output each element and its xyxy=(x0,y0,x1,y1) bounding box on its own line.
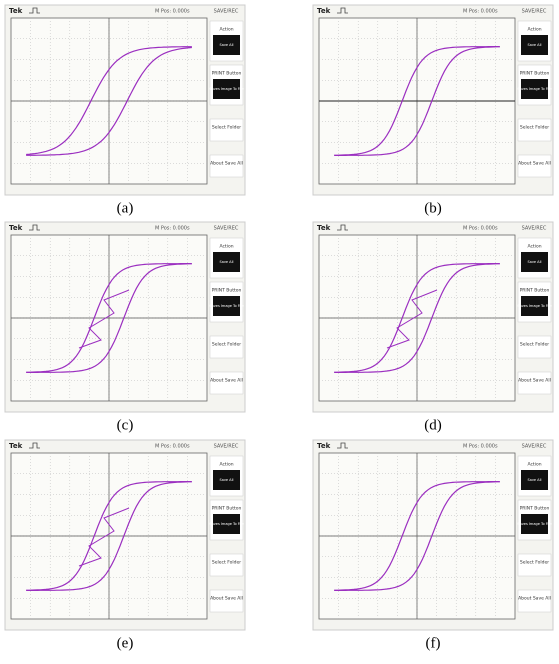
menu-item: Select Folder xyxy=(520,125,549,131)
menu-item: Save All xyxy=(527,43,541,47)
menu-item: Action xyxy=(527,27,541,33)
menu-item: About Save All xyxy=(210,378,243,384)
menu-item: Save All xyxy=(219,478,233,482)
brand: Tek xyxy=(9,224,23,232)
menu-item: Save All xyxy=(219,260,233,264)
menu-item: Save All xyxy=(219,43,233,47)
position: M Pos: 0.000s xyxy=(463,226,498,232)
position: M Pos: 0.000s xyxy=(155,444,190,450)
menu-item: Saves Image To File xyxy=(209,87,243,91)
menu-item: Saves Image To File xyxy=(517,87,551,91)
menu-title: SAVE/REC xyxy=(214,444,239,450)
menu-title: SAVE/REC xyxy=(522,9,547,15)
menu-item: PRINT Button xyxy=(212,506,242,512)
menu-item: Action xyxy=(219,244,233,250)
menu-item: Saves Image To File xyxy=(517,522,551,526)
menu-title: SAVE/REC xyxy=(214,226,239,232)
menu-item: Saves Image To File xyxy=(209,304,243,308)
scope-panel: Tek M Pos: 0.000s SAVE/REC Action Save All PR… xyxy=(313,222,553,433)
menu-item: Action xyxy=(219,462,233,468)
menu-item: PRINT Button xyxy=(520,71,550,77)
scope-panel: Tek M Pos: 0.000s SAVE/REC Action Save All PR… xyxy=(313,5,553,216)
scope-panel: Tek M Pos: 0.000s SAVE/REC Action Save All PR… xyxy=(5,440,245,651)
brand: Tek xyxy=(317,442,331,450)
menu-item: Save All xyxy=(527,478,541,482)
caption: (d) xyxy=(424,417,442,433)
menu-item: About Save All xyxy=(518,161,551,167)
menu-item: Select Folder xyxy=(520,560,549,566)
menu-item: Action xyxy=(527,244,541,250)
scope-panel: Tek M Pos: 0.000s SAVE/REC Action Save All PR… xyxy=(5,222,245,433)
menu-item: Saves Image To File xyxy=(209,522,243,526)
scope-panel: Tek M Pos: 0.000s SAVE/REC Action Save All PR… xyxy=(5,5,245,216)
menu-item: About Save All xyxy=(210,596,243,602)
caption: (f) xyxy=(426,635,441,651)
figure: Tek M Pos: 0.000s SAVE/REC Action Save All PR… xyxy=(0,0,559,664)
menu-item: About Save All xyxy=(518,378,551,384)
caption: (e) xyxy=(117,635,134,651)
position: M Pos: 0.000s xyxy=(463,444,498,450)
page: Tek M Pos: 0.000s SAVE/REC Action Save All PR… xyxy=(0,0,559,664)
position: M Pos: 0.000s xyxy=(155,226,190,232)
menu-item: Select Folder xyxy=(520,342,549,348)
position: M Pos: 0.000s xyxy=(463,9,498,15)
caption: (a) xyxy=(117,200,134,216)
brand: Tek xyxy=(9,442,23,450)
menu-item: PRINT Button xyxy=(212,71,242,77)
menu-title: SAVE/REC xyxy=(522,444,547,450)
menu-item: Select Folder xyxy=(212,342,241,348)
brand: Tek xyxy=(317,224,331,232)
menu-title: SAVE/REC xyxy=(522,226,547,232)
brand: Tek xyxy=(9,7,23,15)
menu-item: About Save All xyxy=(210,161,243,167)
menu-item: About Save All xyxy=(518,596,551,602)
menu-item: Select Folder xyxy=(212,125,241,131)
position: M Pos: 0.000s xyxy=(155,9,190,15)
menu-item: PRINT Button xyxy=(520,506,550,512)
caption: (b) xyxy=(424,200,442,216)
menu-item: Action xyxy=(527,462,541,468)
menu-item: Save All xyxy=(527,260,541,264)
menu-item: PRINT Button xyxy=(520,288,550,294)
menu-item: Saves Image To File xyxy=(517,304,551,308)
caption: (c) xyxy=(117,417,134,433)
menu-title: SAVE/REC xyxy=(214,9,239,15)
menu-item: Select Folder xyxy=(212,560,241,566)
brand: Tek xyxy=(317,7,331,15)
menu-item: PRINT Button xyxy=(212,288,242,294)
scope-panel: Tek M Pos: 0.000s SAVE/REC Action Save All PR… xyxy=(313,440,553,651)
menu-item: Action xyxy=(219,27,233,33)
